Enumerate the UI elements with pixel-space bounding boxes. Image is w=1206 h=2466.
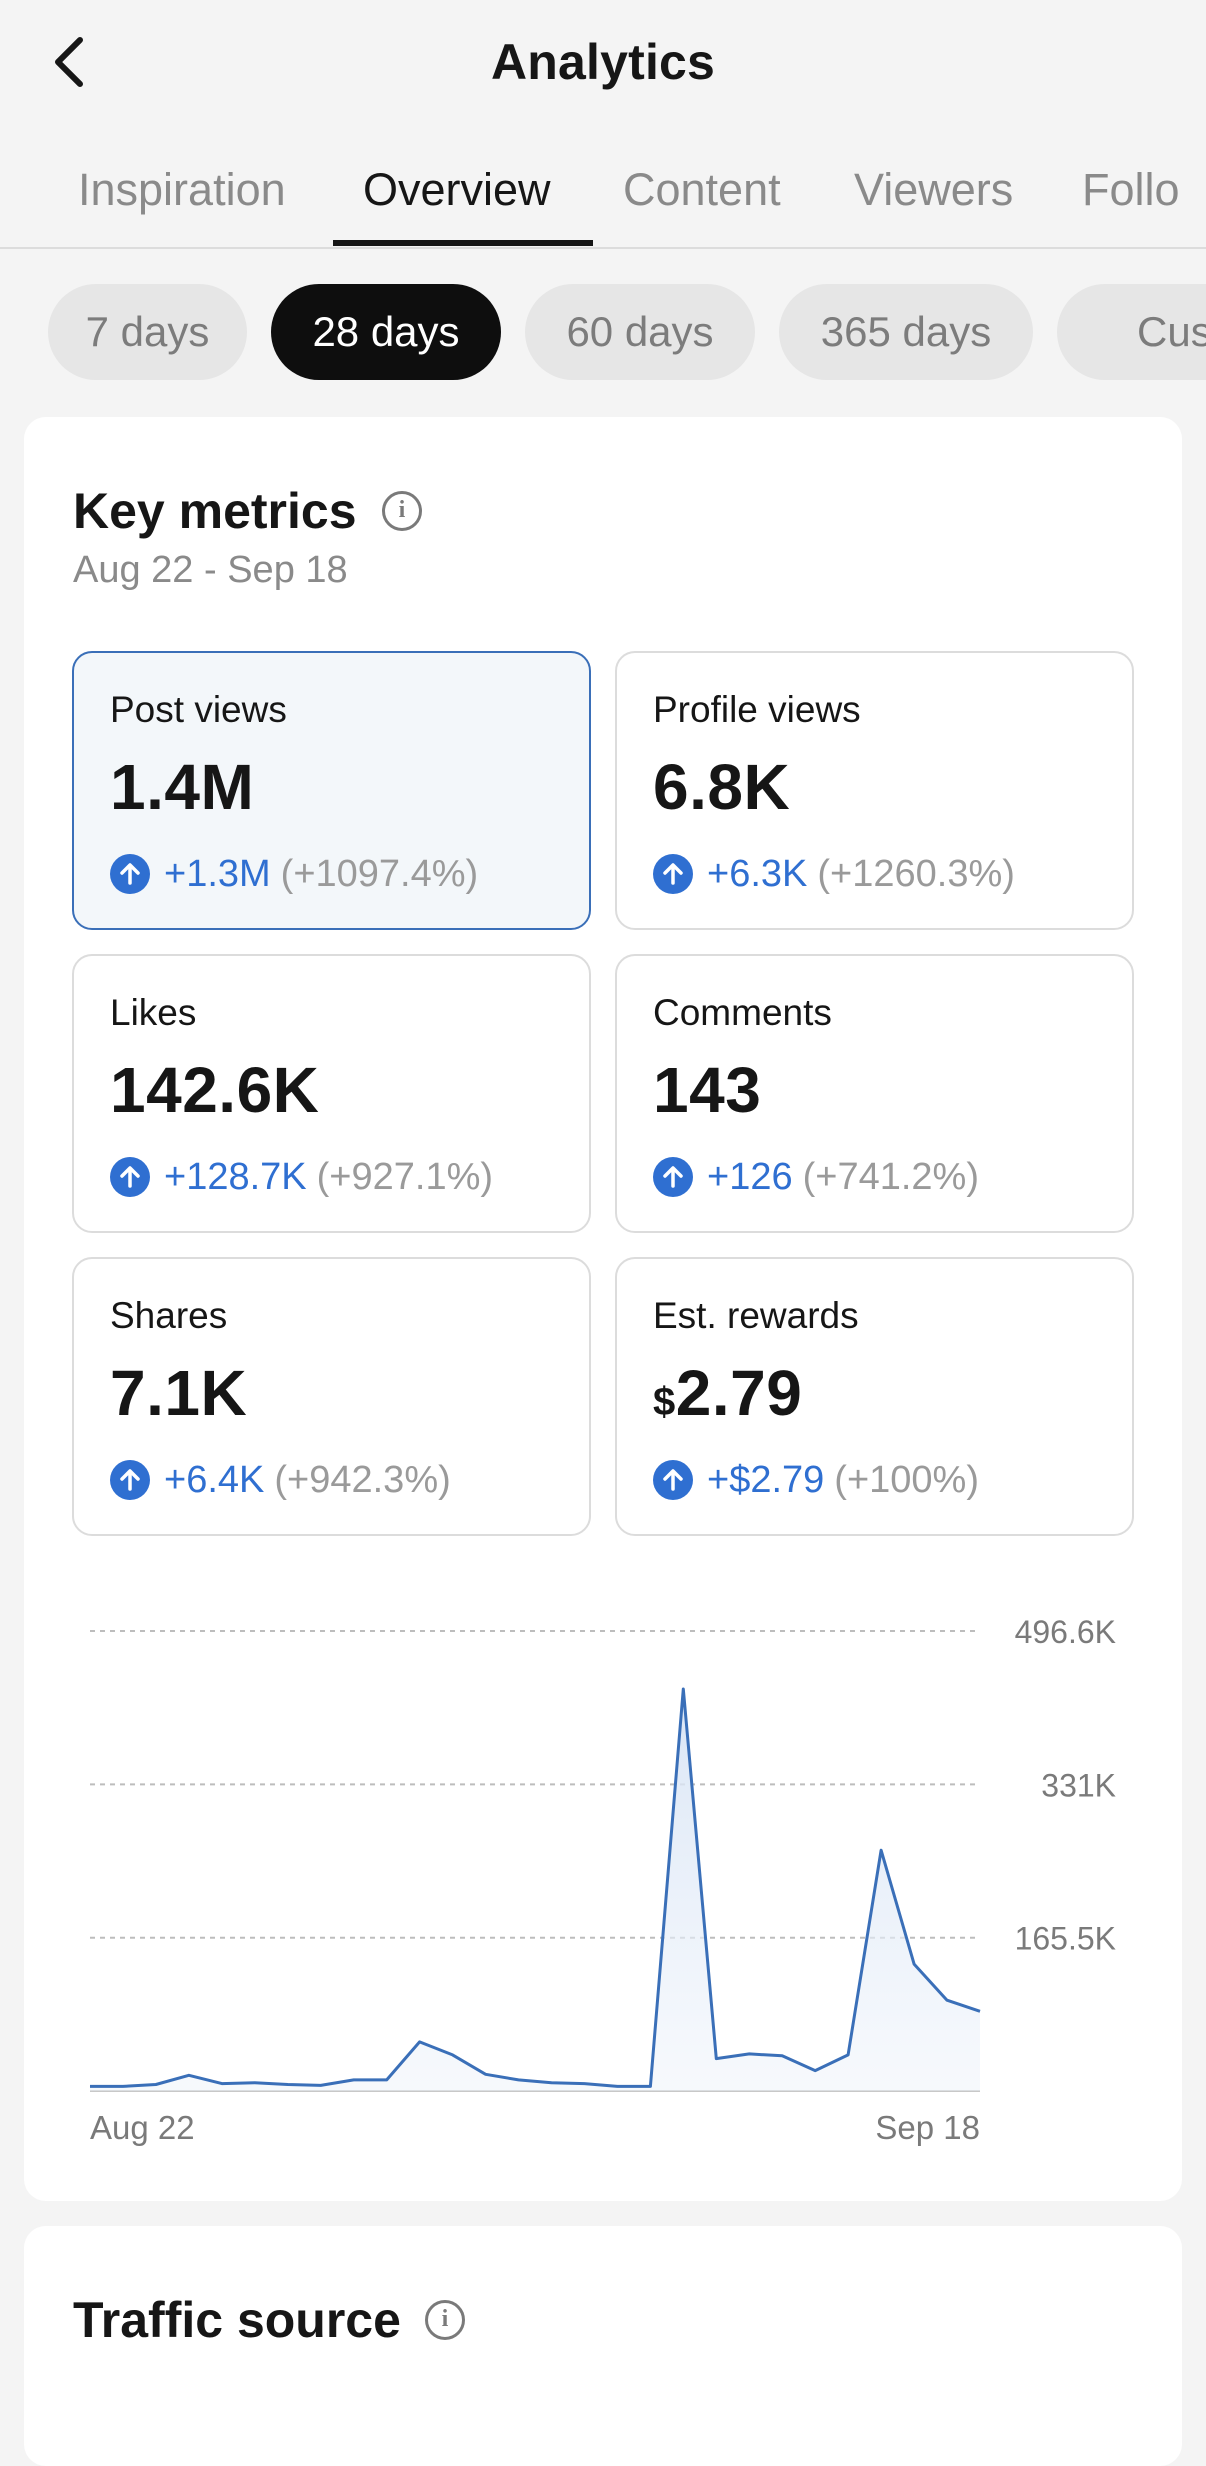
arrow-up-icon — [110, 1460, 150, 1500]
tab-bar: Inspiration Overview Content Viewers Fol… — [0, 140, 1206, 249]
metric-value: 6.8K — [653, 749, 790, 825]
metric-value: 142.6K — [110, 1052, 319, 1128]
info-icon[interactable]: i — [382, 491, 422, 531]
tab-content[interactable]: Content — [623, 162, 781, 218]
tab-followers[interactable]: Follo — [1082, 162, 1180, 218]
metric-change: +126 (+741.2%) — [653, 1152, 979, 1202]
metric-label: Comments — [653, 990, 832, 1036]
metric-change-pct: (+1097.4%) — [281, 853, 479, 896]
arrow-up-icon — [110, 854, 150, 894]
metric-change-abs: +$2.79 — [707, 1459, 824, 1502]
metric-value: 143 — [653, 1052, 761, 1128]
metric-change: +6.3K (+1260.3%) — [653, 849, 1015, 899]
metric-shares[interactable]: Shares 7.1K +6.4K (+942.3%) — [72, 1257, 591, 1536]
metric-label: Est. rewards — [653, 1293, 859, 1339]
header: Analytics — [0, 0, 1206, 125]
range-7-days[interactable]: 7 days — [48, 284, 247, 380]
metric-change-abs: +6.4K — [164, 1459, 264, 1502]
metric-change-abs: +128.7K — [164, 1156, 307, 1199]
metric-value: 1.4M — [110, 749, 254, 825]
range-custom[interactable]: Cust — [1057, 284, 1206, 380]
metric-change-pct: (+100%) — [834, 1459, 979, 1502]
metric-profile-views[interactable]: Profile views 6.8K +6.3K (+1260.3%) — [615, 651, 1134, 930]
key-metrics-title: Key metrics — [73, 481, 357, 541]
range-365-days[interactable]: 365 days — [779, 284, 1033, 380]
metric-value: $2.79 — [653, 1355, 802, 1440]
x-tick-label: Sep 18 — [875, 2109, 980, 2146]
metric-value: 7.1K — [110, 1355, 247, 1431]
metric-change-abs: +6.3K — [707, 853, 807, 896]
metric-value-number: 2.79 — [676, 1357, 803, 1429]
info-icon[interactable]: i — [425, 2300, 465, 2340]
arrow-up-icon — [653, 1460, 693, 1500]
range-28-days[interactable]: 28 days — [271, 284, 501, 380]
metric-est-rewards[interactable]: Est. rewards $2.79 +$2.79 (+100%) — [615, 1257, 1134, 1536]
key-metrics-card: Key metrics i Aug 22 - Sep 18 Post views… — [24, 417, 1182, 2201]
date-range-selector: 7 days 28 days 60 days 365 days Cust — [0, 284, 1206, 380]
active-tab-indicator — [333, 240, 593, 246]
series-line — [90, 1689, 980, 2086]
metric-change-pct: (+1260.3%) — [817, 853, 1015, 896]
traffic-source-title: Traffic source — [73, 2290, 401, 2350]
y-tick-label: 165.5K — [1015, 1921, 1116, 1957]
date-range-label: Aug 22 - Sep 18 — [73, 546, 348, 594]
metric-change-pct: (+942.3%) — [274, 1459, 450, 1502]
metric-change-pct: (+927.1%) — [317, 1156, 493, 1199]
tab-viewers[interactable]: Viewers — [854, 162, 1013, 218]
currency-symbol: $ — [653, 1380, 676, 1424]
x-tick-label: Aug 22 — [90, 2109, 195, 2146]
metric-change: +$2.79 (+100%) — [653, 1455, 979, 1505]
tab-overview[interactable]: Overview — [363, 162, 551, 218]
arrow-up-icon — [653, 1157, 693, 1197]
metric-label: Likes — [110, 990, 196, 1036]
arrow-up-icon — [110, 1157, 150, 1197]
series-area — [90, 1689, 980, 2091]
metric-change-pct: (+741.2%) — [803, 1156, 979, 1199]
metric-likes[interactable]: Likes 142.6K +128.7K (+927.1%) — [72, 954, 591, 1233]
range-60-days[interactable]: 60 days — [525, 284, 755, 380]
post-views-chart[interactable]: 496.6K 331K 165.5K Aug 22 Sep 18 — [24, 1557, 1182, 2157]
metric-label: Post views — [110, 687, 287, 733]
y-tick-label: 496.6K — [1015, 1614, 1116, 1650]
metric-change-abs: +126 — [707, 1156, 793, 1199]
traffic-source-card: Traffic source i — [24, 2226, 1182, 2466]
metric-change: +1.3M (+1097.4%) — [110, 849, 478, 899]
metric-change: +128.7K (+927.1%) — [110, 1152, 493, 1202]
metric-comments[interactable]: Comments 143 +126 (+741.2%) — [615, 954, 1134, 1233]
page-title: Analytics — [0, 30, 1206, 94]
metric-change: +6.4K (+942.3%) — [110, 1455, 451, 1505]
y-tick-label: 331K — [1041, 1767, 1116, 1803]
metric-change-abs: +1.3M — [164, 853, 271, 896]
metric-label: Shares — [110, 1293, 227, 1339]
metric-label: Profile views — [653, 687, 861, 733]
metric-post-views[interactable]: Post views 1.4M +1.3M (+1097.4%) — [72, 651, 591, 930]
tab-inspiration[interactable]: Inspiration — [78, 162, 286, 218]
arrow-up-icon — [653, 854, 693, 894]
